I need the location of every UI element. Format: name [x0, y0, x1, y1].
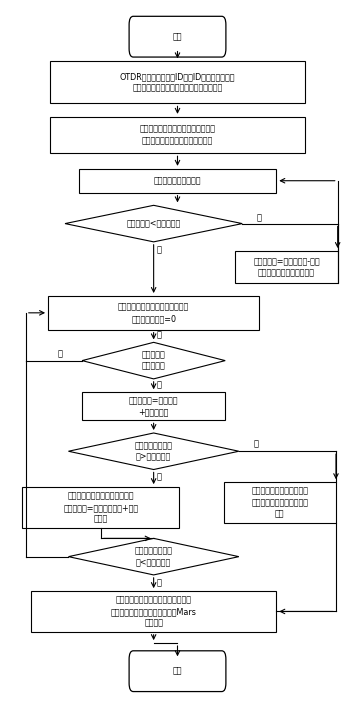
- Text: 是: 是: [157, 246, 162, 255]
- FancyBboxPatch shape: [50, 117, 305, 153]
- Text: 开始: 开始: [173, 32, 182, 41]
- Text: 故障点长度=故障点长度-该缆
段长度，查找下一条光缆段: 故障点长度=故障点长度-该缆 段长度，查找下一条光缆段: [253, 257, 320, 277]
- Text: 故障点距测试点长
度>已计算长度: 故障点距测试点长 度>已计算长度: [135, 441, 173, 462]
- Text: 已计算长度=预留长度
+已计算长度: 已计算长度=预留长度 +已计算长度: [129, 396, 179, 417]
- Text: 按顺序取出光缆段点资源经纬度、
类型已计算长度=0: 按顺序取出光缆段点资源经纬度、 类型已计算长度=0: [118, 303, 189, 323]
- Text: 故障点距测试点长
度<已计算长度: 故障点距测试点长 度<已计算长度: [135, 546, 173, 567]
- Text: 是: 是: [157, 380, 162, 389]
- FancyBboxPatch shape: [79, 168, 276, 193]
- Text: 按顺序计算相邻两点资源的距离
已计算长度=点资源间距离+已计
算长度: 按顺序计算相邻两点资源的距离 已计算长度=点资源间距离+已计 算长度: [63, 492, 138, 523]
- Text: 故障点长度<光缆段长度: 故障点长度<光缆段长度: [126, 219, 181, 228]
- Text: OTDR测试模块获得站ID、笱ID、槽位号、通道
号、故障点距离测试点长度和测试路由长度: OTDR测试模块获得站ID、笱ID、槽位号、通道 号、故障点距离测试点长度和测试…: [120, 72, 235, 92]
- Text: 光缆段点资
源是否预留: 光缆段点资 源是否预留: [142, 351, 165, 371]
- Text: 否: 否: [58, 349, 62, 358]
- FancyBboxPatch shape: [129, 16, 226, 57]
- Text: 否: 否: [257, 214, 262, 222]
- FancyBboxPatch shape: [22, 487, 179, 528]
- Polygon shape: [82, 342, 225, 379]
- Polygon shape: [65, 205, 242, 242]
- Text: 故障在预留内，故障点为预
留内同方向的故障距测试点
长度: 故障在预留内，故障点为预 留内同方向的故障距测试点 长度: [251, 487, 308, 518]
- FancyBboxPatch shape: [31, 591, 276, 632]
- FancyBboxPatch shape: [50, 61, 305, 103]
- FancyBboxPatch shape: [235, 251, 338, 283]
- Text: 否: 否: [253, 440, 258, 449]
- Text: 结束: 结束: [173, 667, 182, 675]
- FancyBboxPatch shape: [129, 651, 226, 692]
- FancyBboxPatch shape: [48, 296, 259, 330]
- Text: 是: 是: [157, 331, 162, 340]
- Polygon shape: [69, 538, 239, 575]
- FancyBboxPatch shape: [82, 392, 225, 420]
- Text: 是: 是: [157, 578, 162, 587]
- Polygon shape: [69, 433, 239, 470]
- Text: 是: 是: [157, 473, 162, 482]
- Text: 通过路由表、路由光缆关系查找路由
连接的光缆段、方向、光缆段长度: 通过路由表、路由光缆关系查找路由 连接的光缆段、方向、光缆段长度: [140, 125, 215, 146]
- FancyBboxPatch shape: [224, 482, 336, 523]
- Text: 按顺序取出光缆段长度: 按顺序取出光缆段长度: [154, 176, 201, 185]
- Text: 故障点位于该相邻资源间，利用公式
计算故障点地理坐标，并转化为Mars
坐标显示: 故障点位于该相邻资源间，利用公式 计算故障点地理坐标，并转化为Mars 坐标显示: [111, 596, 197, 627]
